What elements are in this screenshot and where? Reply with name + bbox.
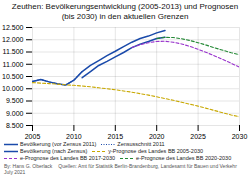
svg-text:9.500: 9.500 bbox=[6, 97, 24, 104]
html-text:e-Prognose des Landes BB 2020-: e-Prognose des Landes BB 2020-2030 bbox=[136, 155, 232, 161]
svg-text:2005: 2005 bbox=[25, 133, 41, 140]
svg-text:8.500: 8.500 bbox=[6, 122, 24, 129]
svg-text:10.000: 10.000 bbox=[2, 85, 24, 92]
html-text:By: Hans G. Oberlack: By: Hans G. Oberlack bbox=[4, 163, 53, 169]
svg-text:2010: 2010 bbox=[66, 133, 82, 140]
html-text:Quellen: Amt für Statistik Ber: Quellen: Amt für Statistik Berlin-Brande… bbox=[58, 163, 237, 169]
html-text:Zeuthen: Bevölkerungsentwicklu: Zeuthen: Bevölkerungsentwicklung (2005-2… bbox=[11, 2, 239, 21]
html-text:July 2021: July 2021 bbox=[4, 169, 26, 175]
svg-text:2015: 2015 bbox=[108, 133, 124, 140]
svg-text:11.500: 11.500 bbox=[3, 48, 24, 55]
svg-text:9.000: 9.000 bbox=[6, 109, 24, 116]
html-text:Bevölkerung (nach Zensus): Bevölkerung (nach Zensus) bbox=[20, 148, 88, 154]
svg-text:2025: 2025 bbox=[190, 133, 206, 140]
svg-text:10.500: 10.500 bbox=[2, 73, 24, 80]
html-text:e-Prognose des Landes BB 2017-: e-Prognose des Landes BB 2017-2030 bbox=[20, 155, 116, 161]
svg-text:12.000: 12.000 bbox=[2, 36, 24, 43]
svg-text:2020: 2020 bbox=[149, 133, 165, 140]
html-text:Bevölkerung (vor Zensus 2011): Bevölkerung (vor Zensus 2011) bbox=[20, 141, 97, 147]
svg-text:12.500: 12.500 bbox=[2, 24, 24, 31]
svg-text:2030: 2030 bbox=[232, 133, 248, 140]
svg-text:11.000: 11.000 bbox=[3, 60, 24, 67]
html-text:Zensusschnitt 2011: Zensusschnitt 2011 bbox=[117, 141, 165, 147]
html-text:y-Prognose des Landes BB 2005-: y-Prognose des Landes BB 2005-2030 bbox=[108, 148, 204, 154]
